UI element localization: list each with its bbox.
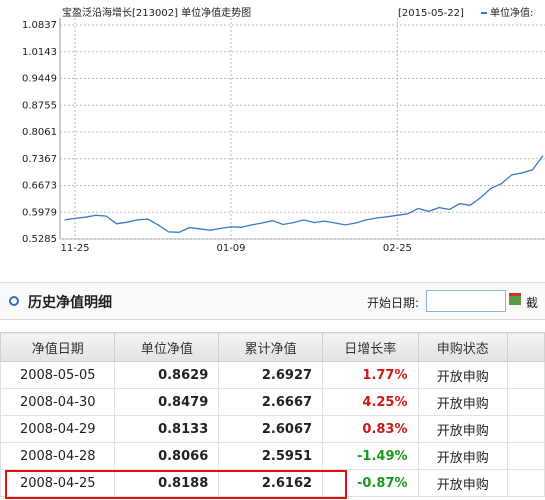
table-cell: 2.5951 bbox=[218, 442, 324, 470]
y-tick-label: 0.5979 bbox=[22, 207, 57, 218]
y-tick-label: 1.0837 bbox=[22, 20, 57, 31]
x-tick-label: 01-09 bbox=[216, 243, 245, 254]
chart: 宝盈泛沿海增长[213002] 单位净值走势图 [2015-05-22] 1.0… bbox=[22, 6, 545, 254]
table-cell: 2008-05-05 bbox=[0, 361, 116, 389]
table-cell: 4.25% bbox=[322, 388, 419, 416]
table-row: 2008-04-29 0.8133 2.6067 0.83% 开放申购 bbox=[0, 415, 545, 443]
table-cell: 0.8629 bbox=[114, 361, 220, 389]
calendar-icon[interactable] bbox=[509, 293, 521, 305]
y-tick-label: 0.5285 bbox=[22, 234, 57, 245]
table-cell: 2.6067 bbox=[218, 415, 324, 443]
section-title: 历史净值明细 bbox=[28, 295, 112, 311]
x-tick-label: 02-25 bbox=[383, 243, 412, 254]
table-cell-cut bbox=[507, 388, 545, 416]
table-row: 2008-04-30 0.8479 2.6667 4.25% 开放申购 bbox=[0, 388, 545, 416]
y-tick-label: 0.9449 bbox=[22, 74, 57, 85]
y-tick-label: 0.7367 bbox=[22, 154, 57, 165]
column-header: 申购状态 bbox=[417, 332, 509, 362]
y-tick-label: 0.8061 bbox=[22, 127, 57, 138]
table-cell: 开放申购 bbox=[417, 361, 509, 389]
table-cell: 2.6162 bbox=[218, 469, 324, 497]
y-tick-label: 1.0143 bbox=[22, 47, 57, 58]
nav-table: 净值日期 单位净值 累计净值 日增长率 申购状态 2008-05-05 0.8629 2.6… bbox=[0, 332, 545, 497]
table-cell: 0.8479 bbox=[114, 388, 220, 416]
table-cell: 0.8066 bbox=[114, 442, 220, 470]
bullet bbox=[9, 296, 19, 306]
start-date-input[interactable] bbox=[426, 290, 506, 312]
table-cell: 2008-04-28 bbox=[0, 442, 116, 470]
table-cell: 2008-04-30 bbox=[0, 388, 116, 416]
table-cell: 开放申购 bbox=[417, 388, 509, 416]
nav-line bbox=[64, 155, 544, 233]
column-header: 累计净值 bbox=[218, 332, 324, 362]
header-row: 净值日期 单位净值 累计净值 日增长率 申购状态 bbox=[0, 332, 545, 362]
table-cell: 1.77% bbox=[322, 361, 419, 389]
table-cell: 0.83% bbox=[322, 415, 419, 443]
legend-label: 单位净值: bbox=[490, 6, 533, 19]
table-cell: 2008-04-29 bbox=[0, 415, 116, 443]
column-header: 日增长率 bbox=[322, 332, 419, 362]
column-header: 净值日期 bbox=[0, 332, 116, 362]
chart-title: 宝盈泛沿海增长[213002] 单位净值走势图 bbox=[62, 6, 251, 19]
table-cell: -0.87% bbox=[322, 469, 419, 497]
table-cell: 2.6927 bbox=[218, 361, 324, 389]
table-row: 2008-05-05 0.8629 2.6927 1.77% 开放申购 bbox=[0, 361, 545, 389]
start-label: 开始日期: bbox=[367, 296, 420, 310]
y-tick-label: 0.6673 bbox=[22, 181, 57, 192]
table-cell-cut bbox=[507, 415, 545, 443]
table-cell-cut bbox=[507, 442, 545, 470]
table-cell-cut bbox=[507, 361, 545, 389]
table-cell: 开放申购 bbox=[417, 442, 509, 470]
section-header: 历史净值明细 开始日期: 截 bbox=[0, 282, 545, 320]
table-cell-cut bbox=[507, 469, 545, 497]
table-row: 2008-04-28 0.8066 2.5951 -1.49% 开放申购 bbox=[0, 442, 545, 470]
table-cell: 0.8133 bbox=[114, 415, 220, 443]
table-cell: 2.6667 bbox=[218, 388, 324, 416]
table-cell: 开放申购 bbox=[417, 469, 509, 497]
legend-swatch bbox=[481, 12, 487, 14]
table-cell: 2008-04-25 bbox=[0, 469, 116, 497]
table-cell: -1.49% bbox=[322, 442, 419, 470]
table-cell: 开放申购 bbox=[417, 415, 509, 443]
column-header: 单位净值 bbox=[114, 332, 220, 362]
table-row: 2008-04-25 0.8188 2.6162 -0.87% 开放申购 bbox=[0, 469, 545, 497]
end-label: 截 bbox=[526, 296, 539, 310]
x-tick-label: 11-25 bbox=[60, 243, 89, 254]
column-header-cut bbox=[507, 332, 545, 362]
highlight-box bbox=[5, 470, 347, 499]
date-label: [2015-05-22] bbox=[398, 8, 464, 19]
y-tick-label: 0.8755 bbox=[22, 100, 57, 111]
